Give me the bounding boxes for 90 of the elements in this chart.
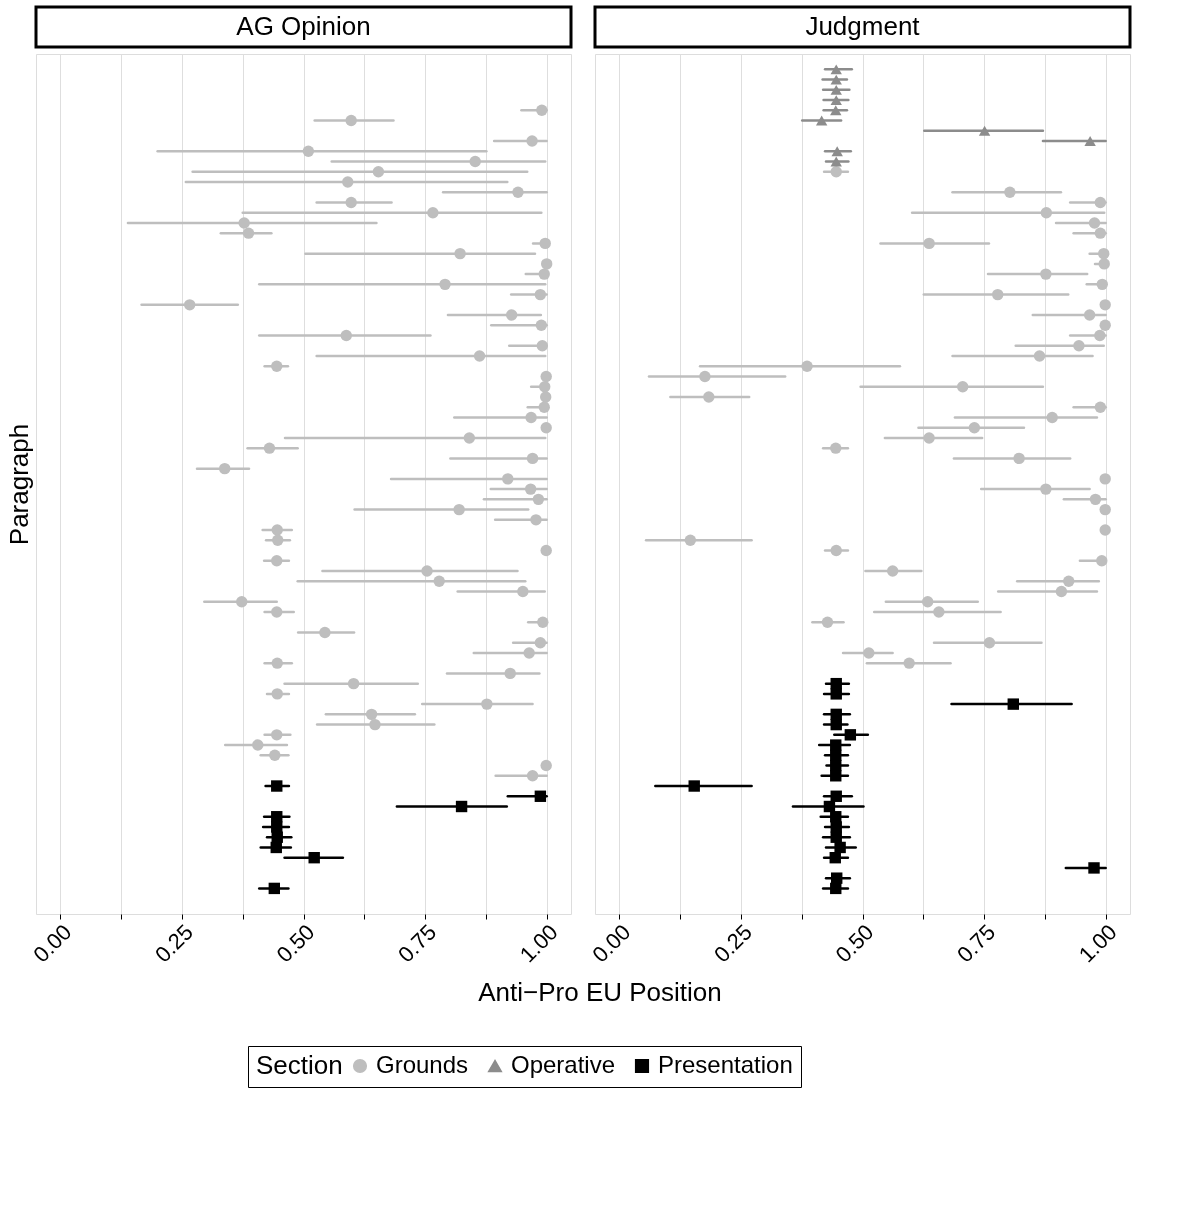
point	[1040, 483, 1052, 495]
point	[830, 790, 842, 802]
point	[1088, 217, 1101, 229]
point	[699, 370, 711, 383]
legend-label: Operative	[511, 1051, 616, 1078]
point	[834, 841, 846, 854]
point	[1013, 452, 1025, 465]
point	[1094, 401, 1107, 413]
point	[1007, 698, 1019, 710]
point	[831, 146, 843, 157]
x-tick-label: 0.75	[952, 919, 1001, 968]
point	[903, 657, 915, 669]
point	[1083, 309, 1096, 321]
x-tick-label: 0.00	[28, 919, 77, 968]
point	[830, 84, 842, 95]
point	[992, 288, 1004, 301]
point	[455, 800, 468, 813]
point	[1063, 575, 1075, 587]
point	[1089, 493, 1102, 506]
point	[830, 74, 842, 85]
point	[830, 166, 842, 178]
point	[1096, 555, 1108, 567]
point	[983, 637, 996, 649]
point	[684, 534, 697, 546]
point	[921, 596, 934, 608]
y-axis-title: Paragraph	[3, 423, 34, 546]
point	[844, 729, 857, 741]
point	[703, 391, 715, 403]
point	[1098, 258, 1110, 270]
point	[271, 780, 283, 792]
point	[268, 882, 281, 895]
chart-title: AG Opinion	[236, 11, 371, 41]
legend-label: Grounds	[376, 1051, 469, 1078]
point	[1055, 585, 1068, 598]
point	[830, 821, 842, 833]
point	[830, 739, 842, 751]
point	[1099, 319, 1111, 331]
point	[1004, 186, 1016, 198]
point	[1073, 340, 1085, 352]
point	[968, 422, 981, 434]
point	[1040, 268, 1052, 280]
point	[1033, 350, 1046, 362]
point	[830, 882, 842, 895]
x-tick-label: 0.75	[393, 919, 442, 968]
x-tick-label: 0.50	[271, 919, 320, 968]
point	[923, 237, 935, 250]
point	[956, 381, 969, 393]
point	[863, 647, 875, 659]
point	[1046, 411, 1058, 424]
point	[270, 841, 282, 854]
point	[923, 432, 935, 444]
point	[830, 688, 842, 700]
point	[1096, 278, 1108, 291]
point	[688, 780, 700, 792]
x-tick-label: 0.00	[587, 919, 636, 968]
chart-title: Judgment	[805, 11, 921, 41]
point	[1084, 136, 1096, 146]
point	[830, 105, 842, 116]
point	[829, 851, 841, 864]
legend-label: Presentation	[658, 1051, 793, 1078]
point	[830, 544, 842, 557]
point	[1099, 524, 1111, 536]
point	[1094, 196, 1107, 209]
point	[830, 718, 842, 731]
point	[1094, 329, 1106, 342]
point	[1040, 207, 1053, 219]
point	[886, 565, 899, 577]
legend-title: Section	[256, 1050, 343, 1080]
x-tick-label: 0.50	[830, 919, 879, 968]
point	[830, 770, 842, 782]
point	[933, 606, 945, 618]
point	[830, 95, 842, 106]
point	[534, 790, 547, 802]
point	[1088, 862, 1100, 874]
point	[271, 821, 283, 833]
point	[308, 851, 320, 864]
point	[830, 64, 842, 75]
point	[1098, 247, 1110, 260]
point	[830, 442, 842, 454]
point	[1099, 299, 1111, 311]
point	[978, 125, 991, 136]
point	[801, 360, 813, 372]
x-tick-label: 0.25	[709, 919, 757, 968]
point	[1099, 503, 1111, 516]
x-axis-title: Anti−Pro EU Position	[478, 977, 722, 1007]
point	[831, 872, 843, 884]
point	[821, 616, 834, 628]
point	[1094, 227, 1107, 239]
point	[1099, 473, 1111, 485]
x-tick-label: 0.25	[150, 919, 198, 968]
